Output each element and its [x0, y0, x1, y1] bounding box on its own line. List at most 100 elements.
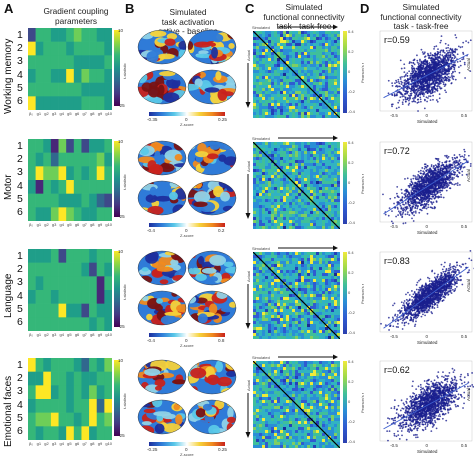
matrix-cell — [313, 184, 316, 187]
scatter-point — [391, 105, 393, 107]
matrix-cell — [316, 82, 319, 85]
matrix-cell — [277, 94, 280, 97]
matrix-cell — [289, 208, 292, 211]
matrix-cell — [283, 76, 286, 79]
heatmap-cell — [59, 83, 67, 97]
matrix-cell — [301, 37, 304, 40]
scatter-point — [422, 94, 424, 96]
matrix-cell — [319, 202, 322, 205]
heatmap-cell — [81, 249, 89, 263]
matrix-cell — [274, 76, 277, 79]
matrix-cell — [280, 214, 283, 217]
matrix-cell — [280, 208, 283, 211]
matrix-cell — [274, 148, 277, 151]
scatter-point — [419, 96, 421, 98]
matrix-cell — [337, 214, 340, 217]
scatter-point — [452, 54, 454, 56]
matrix-cell — [253, 217, 256, 220]
matrix-cell — [292, 55, 295, 58]
scatter-point — [442, 70, 444, 72]
matrix-cell — [319, 223, 322, 226]
matrix-cell — [289, 82, 292, 85]
matrix-cell — [313, 172, 316, 175]
matrix-cell — [277, 220, 280, 223]
scatter-point — [405, 96, 407, 98]
heatmap-colorbar-min: -25 — [118, 103, 125, 108]
matrix-cell — [325, 58, 328, 61]
matrix-cell — [274, 115, 277, 118]
matrix-cell — [307, 151, 310, 154]
matrix-cell — [337, 208, 340, 211]
scatter-point — [426, 79, 428, 81]
matrix-cell — [283, 112, 286, 115]
matrix-cell — [268, 217, 271, 220]
matrix-cell — [262, 94, 265, 97]
heatmap-ytick: 5 — [17, 83, 23, 94]
matrix-cell — [292, 37, 295, 40]
heatmap-xtick: g4 — [60, 111, 64, 116]
scatter-point — [424, 203, 426, 205]
matrix-cell — [271, 67, 274, 70]
matrix-cell — [307, 178, 310, 181]
matrix-cell — [301, 112, 304, 115]
matrix-cell — [253, 199, 256, 202]
scatter-point — [407, 78, 409, 80]
heatmap-cell — [36, 207, 44, 221]
heatmap-cell — [51, 166, 59, 180]
matrix-cell — [295, 178, 298, 181]
matrix-cell — [295, 205, 298, 208]
scatter-point — [432, 207, 434, 209]
matrix-cell — [271, 184, 274, 187]
matrix-cell — [298, 148, 301, 151]
matrix-cell — [286, 115, 289, 118]
matrix-cell — [256, 94, 259, 97]
matrix-simulated-label: Simulated — [252, 25, 270, 30]
heatmap-cell — [66, 263, 74, 277]
scatter-point — [443, 80, 445, 82]
matrix-cell — [328, 205, 331, 208]
matrix-cell — [268, 55, 271, 58]
scatter-point — [445, 43, 447, 45]
scatter-point — [440, 49, 442, 51]
matrix-cell — [286, 109, 289, 112]
matrix-cell — [274, 85, 277, 88]
matrix-cell — [283, 142, 286, 145]
matrix-cell — [307, 211, 310, 214]
heatmap-cell — [28, 153, 36, 167]
matrix-cell — [322, 73, 325, 76]
matrix-cell — [277, 157, 280, 160]
heatmap-cell — [74, 83, 82, 97]
heatmap-cell — [36, 166, 44, 180]
heatmap-cell — [97, 28, 105, 42]
matrix-cell — [265, 88, 268, 91]
matrix-cell — [298, 199, 301, 202]
matrix-cell — [304, 115, 307, 118]
matrix-cell — [256, 61, 259, 64]
matrix-cell — [268, 142, 271, 145]
matrix-cell — [262, 157, 265, 160]
matrix-cell — [304, 187, 307, 190]
matrix-cell — [301, 211, 304, 214]
matrix-cell — [331, 226, 334, 229]
matrix-cell — [259, 61, 262, 64]
scatter-point — [402, 94, 404, 96]
scatter-point — [430, 93, 432, 95]
matrix-cell — [322, 67, 325, 70]
matrix-cell — [271, 34, 274, 37]
heatmap-cell — [89, 166, 97, 180]
matrix-cell — [271, 73, 274, 76]
scatter-point — [460, 166, 462, 168]
matrix-cell — [307, 142, 310, 145]
scatter-point — [396, 201, 398, 203]
matrix-cell — [298, 40, 301, 43]
scatter-point — [427, 201, 429, 203]
matrix-cell — [334, 31, 337, 34]
matrix-cell — [310, 205, 313, 208]
matrix-cell — [313, 190, 316, 193]
brain-hemisphere-view — [136, 30, 189, 64]
matrix-cell — [298, 196, 301, 199]
matrix-cell — [301, 223, 304, 226]
matrix-cell — [301, 106, 304, 109]
scatter-point — [398, 106, 400, 108]
